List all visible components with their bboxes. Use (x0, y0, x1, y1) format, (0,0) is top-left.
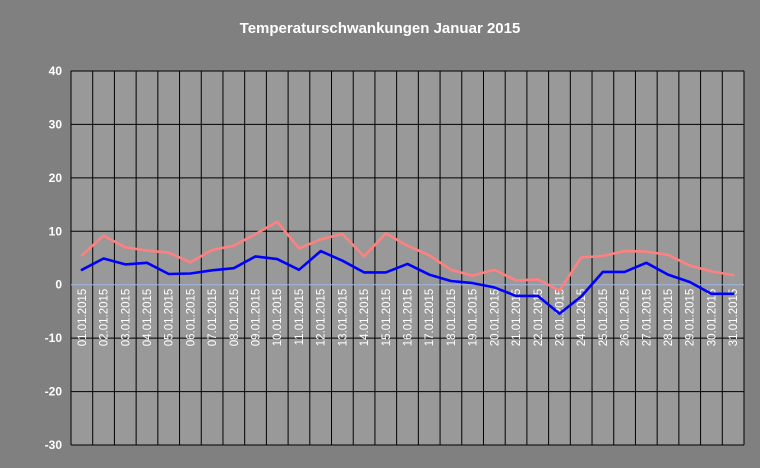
x-axis-ticks: 01.01.2015 02.01.2015 03.01.2015 04.01.2015… (77, 289, 740, 347)
x-tick-label: 28.01.2015 (663, 289, 675, 347)
x-tick-label: 17.01.2015 (424, 289, 436, 347)
x-tick-label: 12.01.2015 (316, 289, 328, 347)
series-line-2 (80, 249, 735, 315)
x-tick-label: 21.01.2015 (511, 289, 523, 347)
x-tick-label: 22.01.2015 (533, 289, 545, 347)
x-tick-label: 16.01.2015 (403, 289, 415, 347)
x-tick-label: 06.01.2015 (185, 289, 197, 347)
x-tick-label: 11.01.2015 (294, 289, 306, 346)
y-tick-label: -30 (45, 438, 63, 452)
x-tick-label: 07.01.2015 (207, 289, 219, 347)
x-tick-label: 13.01.2015 (337, 289, 349, 347)
x-tick-label: 03.01.2015 (120, 289, 132, 347)
x-tick-label: 01.01.2015 (77, 289, 89, 347)
x-tick-label: 30.01.2015 (706, 289, 718, 347)
x-tick-label: 20.01.2015 (489, 289, 501, 347)
y-tick-label: 40 (49, 64, 63, 78)
x-tick-label: 05.01.2015 (164, 289, 176, 347)
y-tick-label: -10 (45, 331, 63, 345)
x-tick-label: 18.01.2015 (446, 289, 458, 347)
x-tick-label: 02.01.2015 (99, 289, 111, 347)
y-tick-label: 20 (49, 171, 63, 185)
x-tick-label: 26.01.2015 (620, 289, 632, 347)
series-lines (80, 220, 735, 315)
x-tick-label: 09.01.2015 (251, 289, 263, 347)
x-tick-label: 25.01.2015 (598, 289, 610, 347)
x-tick-label: 29.01.2015 (685, 289, 697, 347)
x-tick-label: 08.01.2015 (229, 289, 241, 347)
x-tick-label: 04.01.2015 (142, 289, 154, 347)
y-axis-ticks: 40 30 20 10 0 -10 -20 -30 (45, 64, 63, 452)
y-tick-label: 0 (55, 278, 62, 292)
x-tick-label: 14.01.2015 (359, 289, 371, 347)
x-tick-label: 31.01.2015 (728, 289, 740, 347)
gridlines (70, 70, 745, 446)
y-tick-label: -20 (45, 385, 63, 399)
x-tick-label: 27.01.2015 (641, 289, 653, 347)
y-tick-label: 30 (49, 117, 63, 131)
x-tick-label: 23.01.2015 (554, 289, 566, 347)
x-tick-label: 15.01.2015 (381, 289, 393, 347)
x-tick-label: 10.01.2015 (272, 289, 284, 347)
x-tick-label: 24.01.2015 (576, 289, 588, 347)
plot-area (71, 71, 744, 445)
chart-title: Temperaturschwankungen Januar 2015 (240, 20, 521, 37)
y-tick-label: 10 (49, 224, 63, 238)
x-tick-label: 19.01.2015 (468, 289, 480, 347)
series-line-1 (80, 220, 735, 292)
